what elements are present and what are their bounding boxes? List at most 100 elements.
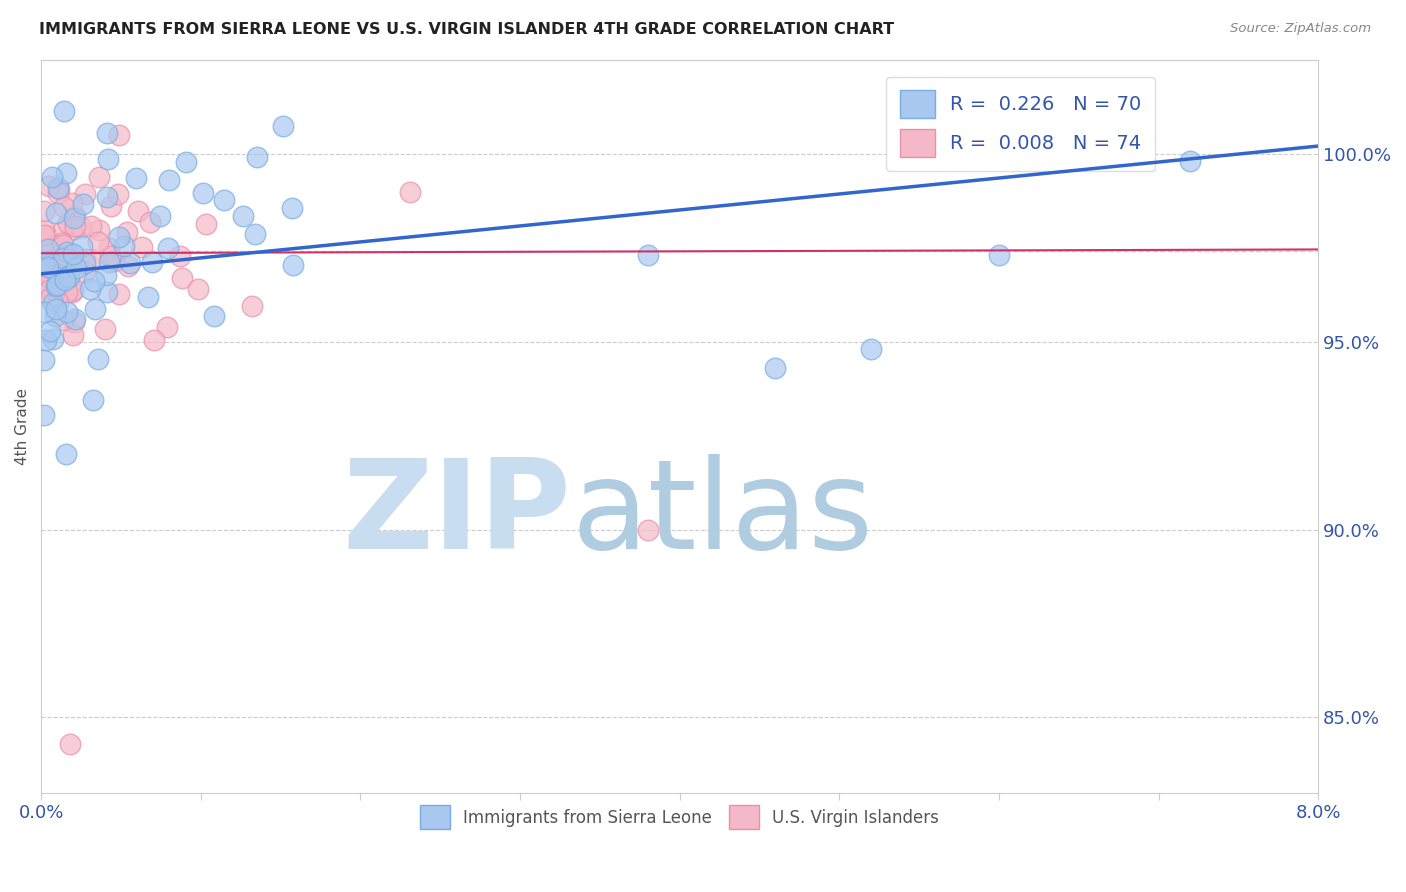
Point: [46, 294, 69, 309]
Point: [56, 305, 79, 319]
Point: [191, 186, 214, 201]
Point: [187, 282, 209, 296]
Point: [56, 268, 79, 283]
Point: [136, 290, 159, 304]
Point: [87, 235, 110, 250]
Point: [98, 241, 121, 255]
Point: [118, 256, 141, 270]
Point: [141, 255, 163, 269]
Point: [52, 103, 75, 118]
Point: [39, 253, 62, 268]
Point: [82, 393, 104, 408]
Point: [51, 236, 73, 251]
Point: [46, 181, 69, 195]
Point: [55, 247, 77, 261]
Point: [37, 260, 59, 274]
Point: [117, 260, 139, 274]
Point: [637, 523, 659, 537]
Point: [139, 215, 162, 229]
Point: [169, 249, 191, 263]
Point: [80, 219, 103, 233]
Point: [55, 166, 77, 180]
Point: [42, 332, 65, 346]
Point: [156, 320, 179, 334]
Point: [44, 310, 66, 324]
Point: [149, 209, 172, 223]
Point: [97, 153, 120, 167]
Point: [80, 252, 103, 266]
Point: [49, 253, 72, 268]
Point: [56, 244, 79, 259]
Point: [38, 291, 60, 305]
Point: [41, 242, 63, 256]
Point: [46, 267, 69, 281]
Point: [39, 324, 62, 338]
Point: [281, 201, 304, 215]
Point: [35, 227, 58, 242]
Point: [94, 322, 117, 336]
Point: [70, 239, 93, 253]
Point: [62, 246, 84, 260]
Point: [763, 360, 786, 375]
Text: IMMIGRANTS FROM SIERRA LEONE VS U.S. VIRGIN ISLANDER 4TH GRADE CORRELATION CHART: IMMIGRANTS FROM SIERRA LEONE VS U.S. VIR…: [39, 22, 894, 37]
Point: [52, 238, 75, 252]
Y-axis label: 4th Grade: 4th Grade: [15, 388, 30, 465]
Point: [62, 328, 84, 343]
Point: [108, 230, 131, 244]
Point: [170, 270, 193, 285]
Point: [45, 206, 67, 220]
Point: [96, 285, 118, 300]
Point: [240, 299, 263, 313]
Point: [45, 302, 67, 317]
Text: atlas: atlas: [571, 454, 873, 574]
Point: [34, 255, 56, 269]
Point: [46, 186, 69, 200]
Point: [55, 252, 77, 266]
Point: [38, 283, 60, 297]
Point: [52, 251, 75, 265]
Point: [125, 171, 148, 186]
Point: [232, 209, 254, 223]
Point: [49, 278, 72, 293]
Point: [52, 313, 75, 327]
Point: [246, 150, 269, 164]
Point: [860, 342, 883, 356]
Point: [62, 283, 84, 297]
Point: [34, 277, 56, 291]
Point: [100, 199, 122, 213]
Point: [59, 262, 82, 277]
Point: [75, 186, 97, 201]
Point: [637, 248, 659, 262]
Point: [131, 240, 153, 254]
Point: [34, 409, 56, 423]
Point: [37, 257, 59, 271]
Point: [73, 252, 96, 267]
Point: [83, 274, 105, 288]
Point: [65, 261, 87, 276]
Point: [63, 312, 86, 326]
Point: [34, 227, 56, 242]
Point: [87, 352, 110, 367]
Point: [51, 252, 73, 266]
Point: [987, 248, 1010, 262]
Point: [53, 272, 76, 286]
Point: [107, 187, 129, 202]
Point: [96, 190, 118, 204]
Point: [98, 254, 121, 268]
Point: [44, 278, 66, 293]
Point: [34, 204, 56, 219]
Point: [63, 222, 86, 236]
Point: [38, 269, 60, 284]
Point: [52, 200, 75, 214]
Point: [63, 315, 86, 329]
Point: [94, 268, 117, 283]
Point: [108, 286, 131, 301]
Point: [60, 196, 83, 211]
Text: ZIP: ZIP: [342, 454, 571, 574]
Point: [34, 254, 56, 268]
Point: [79, 282, 101, 296]
Point: [58, 216, 80, 230]
Point: [69, 219, 91, 234]
Point: [34, 305, 56, 319]
Point: [96, 126, 118, 140]
